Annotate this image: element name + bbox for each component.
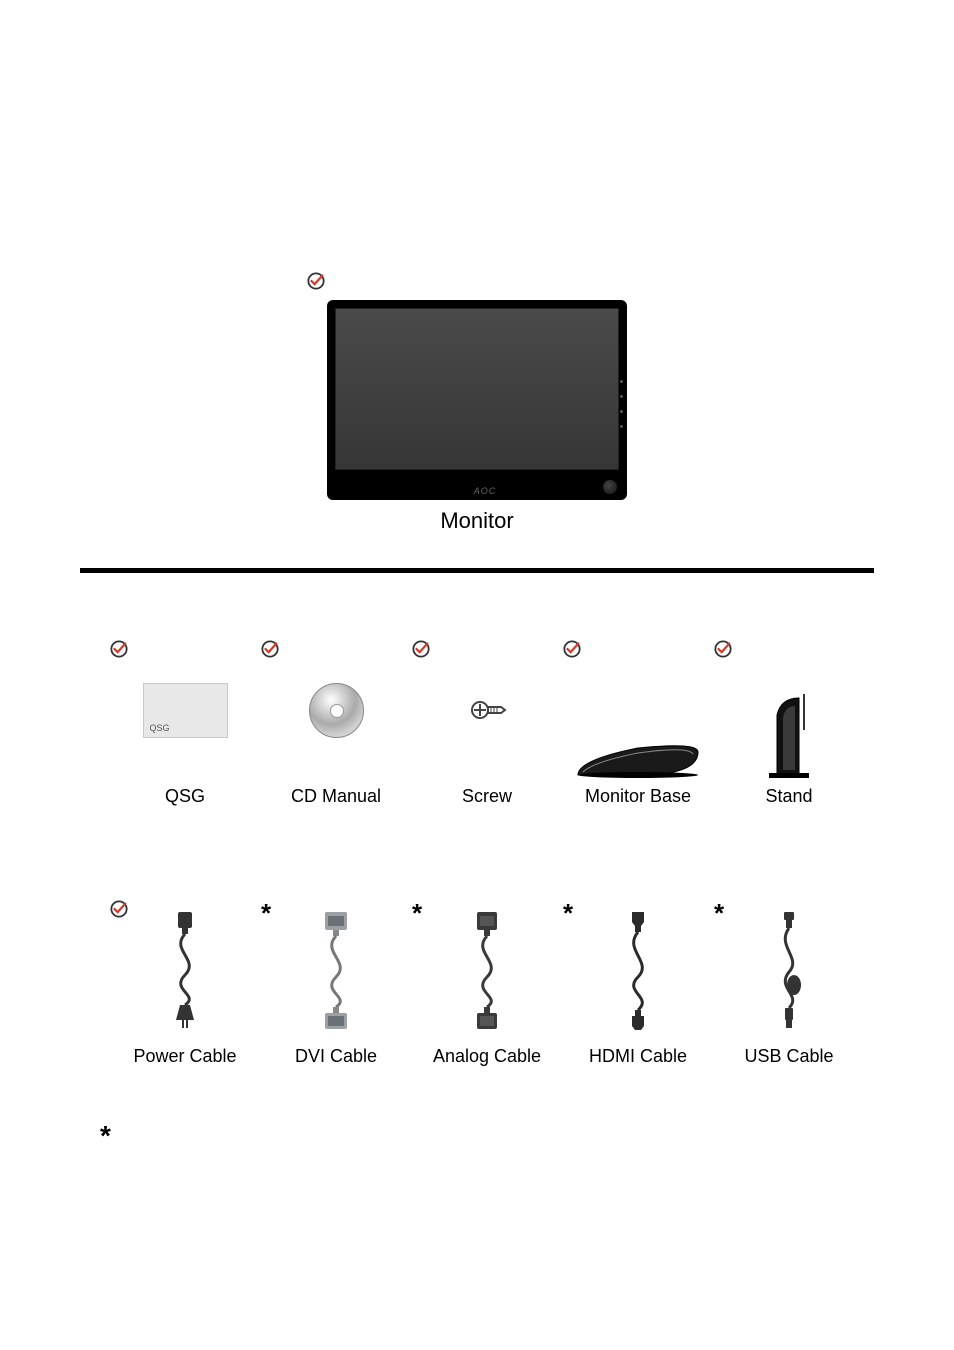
item-dvi-cable: * DVI Cable <box>261 900 411 1067</box>
star-icon: * <box>563 900 573 926</box>
check-icon <box>714 640 732 658</box>
item-cd: CD Manual <box>261 640 411 807</box>
item-label: Analog Cable <box>412 1046 562 1067</box>
check-icon <box>412 640 430 658</box>
monitor-graphic: AOC <box>327 300 627 500</box>
accessory-row-1: QSG QSG CD Manual <box>110 640 864 807</box>
item-label: USB Cable <box>714 1046 864 1067</box>
check-icon <box>307 272 325 290</box>
item-analog-cable: * Analog Cable <box>412 900 562 1067</box>
item-label: Monitor Base <box>563 786 713 807</box>
footnote-star: * <box>100 1120 111 1152</box>
divider <box>80 568 874 573</box>
stand-graphic <box>714 640 864 780</box>
item-qsg: QSG QSG <box>110 640 260 807</box>
usb-cable-graphic <box>714 900 864 1040</box>
item-label: Screw <box>412 786 562 807</box>
star-icon: * <box>714 900 724 926</box>
cd-graphic <box>261 640 411 780</box>
monitor-brand: AOC <box>335 486 635 496</box>
monitor-screen <box>335 308 619 470</box>
item-label: Power Cable <box>110 1046 260 1067</box>
base-graphic <box>563 640 713 780</box>
accessory-row-2: Power Cable * DVI Cable * <box>110 900 864 1067</box>
star-icon: * <box>261 900 271 926</box>
star-icon: * <box>412 900 422 926</box>
check-icon <box>110 900 128 918</box>
item-screw: Screw <box>412 640 562 807</box>
item-label: CD Manual <box>261 786 411 807</box>
monitor-label: Monitor <box>317 508 637 534</box>
analog-cable-graphic <box>412 900 562 1040</box>
item-stand: Stand <box>714 640 864 807</box>
qsg-boxtext: QSG <box>150 723 170 733</box>
item-base: Monitor Base <box>563 640 713 807</box>
page: AOC Monitor QSG QSG CD Manual <box>0 0 954 1350</box>
screw-graphic <box>412 640 562 780</box>
hdmi-cable-graphic <box>563 900 713 1040</box>
item-label: QSG <box>110 786 260 807</box>
item-label: DVI Cable <box>261 1046 411 1067</box>
qsg-graphic: QSG <box>110 640 260 780</box>
monitor-item: AOC Monitor <box>317 300 637 534</box>
check-icon <box>110 640 128 658</box>
power-cable-graphic <box>110 900 260 1040</box>
check-icon <box>563 640 581 658</box>
item-hdmi-cable: * HDMI Cable <box>563 900 713 1067</box>
item-usb-cable: * USB Cable <box>714 900 864 1067</box>
item-label: Stand <box>714 786 864 807</box>
check-icon <box>261 640 279 658</box>
item-power-cable: Power Cable <box>110 900 260 1067</box>
monitor-side-dots <box>620 380 623 428</box>
item-label: HDMI Cable <box>563 1046 713 1067</box>
monitor-power-button <box>603 480 617 494</box>
dvi-cable-graphic <box>261 900 411 1040</box>
